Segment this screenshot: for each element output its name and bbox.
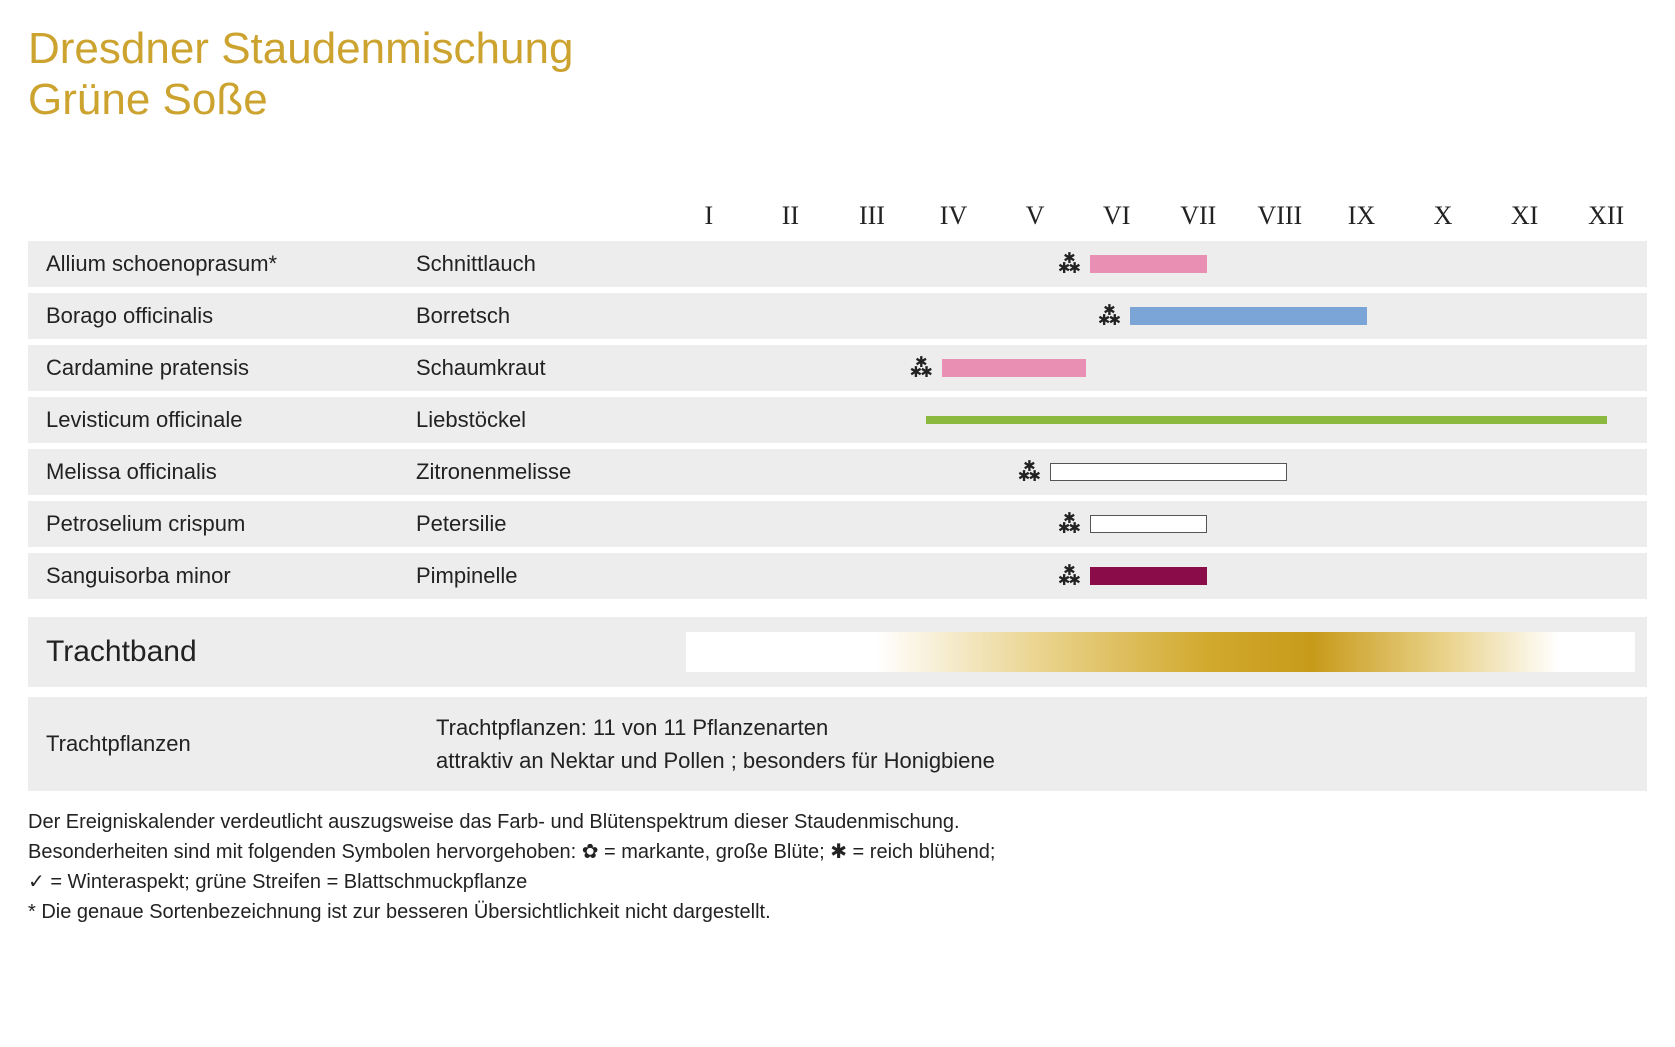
rich-bloom-icon: ✱✱✱: [1054, 514, 1082, 534]
month-11: XI: [1484, 201, 1566, 231]
rich-bloom-icon: ✱✱✱: [1054, 566, 1082, 586]
rich-bloom-icon: ✱✱✱: [1054, 254, 1082, 274]
month-1: I: [668, 201, 750, 231]
plant-common: Borretsch: [416, 303, 686, 329]
plant-bars: ✱✱✱: [686, 553, 1647, 599]
bloom-bar: [1090, 515, 1206, 533]
plant-bars: ✱✱✱: [686, 293, 1647, 339]
page-title: Dresdner Staudenmischung Grüne Soße: [28, 24, 1647, 125]
bloom-bar: [1090, 255, 1206, 273]
plant-common: Petersilie: [416, 511, 686, 537]
plant-bars: ✱✱✱: [686, 345, 1647, 391]
footnotes: Der Ereigniskalender verdeutlicht auszug…: [28, 807, 1647, 927]
bloom-bar: [1050, 463, 1286, 481]
rich-bloom-icon: ✱✱✱: [1014, 462, 1042, 482]
trachtpflanzen-text: Trachtpflanzen: 11 von 11 Pflanzenarten …: [436, 711, 1647, 777]
plant-bars: ✱✱✱: [686, 241, 1647, 287]
month-header: IIIIIIIVVVIVIIVIIIIXXXIXII: [28, 185, 1647, 231]
footnote-line: Besonderheiten sind mit folgenden Symbol…: [28, 837, 1647, 867]
rich-bloom-icon: ✱✱✱: [906, 358, 934, 378]
bloom-bar: [942, 359, 1086, 377]
plant-latin: Sanguisorba minor: [28, 563, 416, 589]
plant-common: Zitronenmelisse: [416, 459, 686, 485]
month-12: XII: [1565, 201, 1647, 231]
title-line2: Grüne Soße: [28, 75, 1647, 126]
plant-bars: ✱✱✱: [686, 501, 1647, 547]
bloom-bar: [1090, 567, 1206, 585]
bloom-calendar: IIIIIIIVVVIVIIVIIIIXXXIXII Allium schoen…: [28, 185, 1647, 791]
plant-bars: ✱✱✱: [686, 449, 1647, 495]
plant-latin: Allium schoenoprasum*: [28, 251, 416, 277]
trachtpflanzen-label: Trachtpflanzen: [28, 731, 436, 757]
plant-common: Schaumkraut: [416, 355, 686, 381]
bloom-bar: [926, 416, 1607, 424]
month-7: VII: [1157, 201, 1239, 231]
trachtband-label: Trachtband: [28, 635, 686, 669]
plant-row: Melissa officinalisZitronenmelisse ✱✱✱: [28, 449, 1647, 495]
plant-latin: Petroselium crispum: [28, 511, 416, 537]
footnote-line: ✓ = Winteraspekt; grüne Streifen = Blatt…: [28, 867, 1647, 897]
plant-latin: Borago officinalis: [28, 303, 416, 329]
plant-row: Borago officinalisBorretsch ✱✱✱: [28, 293, 1647, 339]
plant-row: Cardamine pratensisSchaumkraut ✱✱✱: [28, 345, 1647, 391]
plant-row: Sanguisorba minorPimpinelle ✱✱✱: [28, 553, 1647, 599]
bloom-bar: [1130, 307, 1366, 325]
rich-bloom-icon: ✱✱✱: [1094, 306, 1122, 326]
plant-bars: [686, 397, 1647, 443]
plant-row: Allium schoenoprasum*Schnittlauch ✱✱✱: [28, 241, 1647, 287]
month-3: III: [831, 201, 913, 231]
plant-latin: Melissa officinalis: [28, 459, 416, 485]
plant-common: Schnittlauch: [416, 251, 686, 277]
plant-row: Petroselium crispumPetersilie ✱✱✱: [28, 501, 1647, 547]
trachtpflanzen-row: Trachtpflanzen Trachtpflanzen: 11 von 11…: [28, 697, 1647, 791]
month-6: VI: [1076, 201, 1158, 231]
plant-latin: Cardamine pratensis: [28, 355, 416, 381]
month-10: X: [1402, 201, 1484, 231]
month-8: VIII: [1239, 201, 1321, 231]
plant-common: Pimpinelle: [416, 563, 686, 589]
month-9: IX: [1321, 201, 1403, 231]
month-4: IV: [913, 201, 995, 231]
month-5: V: [994, 201, 1076, 231]
plant-common: Liebstöckel: [416, 407, 686, 433]
trachtband-row: Trachtband: [28, 617, 1647, 687]
footnote-line: * Die genaue Sortenbezeichnung ist zur b…: [28, 897, 1647, 927]
trachtband-gradient: [686, 632, 1635, 672]
title-line1: Dresdner Staudenmischung: [28, 24, 573, 73]
footnote-line: Der Ereigniskalender verdeutlicht auszug…: [28, 807, 1647, 837]
plant-row: Levisticum officinaleLiebstöckel: [28, 397, 1647, 443]
month-2: II: [750, 201, 832, 231]
plant-latin: Levisticum officinale: [28, 407, 416, 433]
